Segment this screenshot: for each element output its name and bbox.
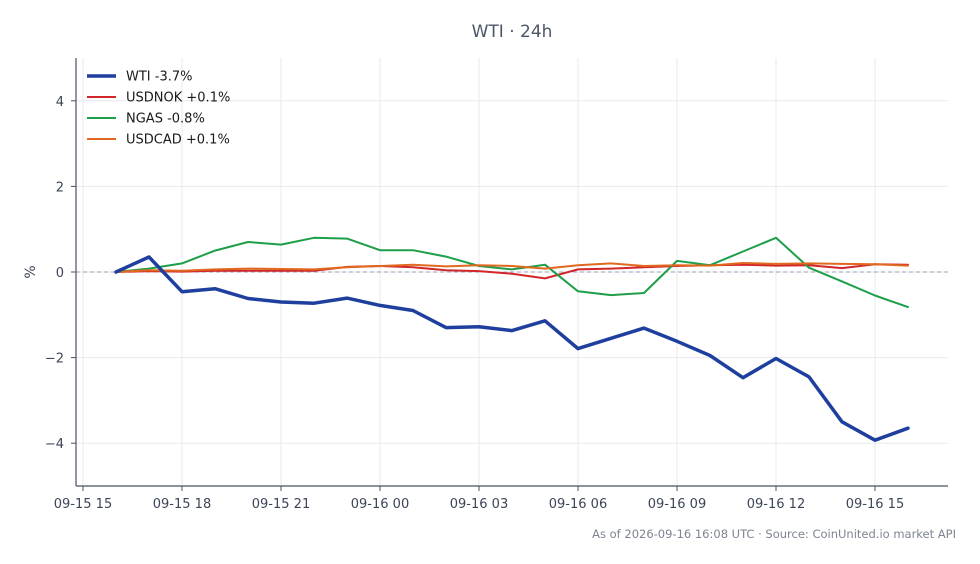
series-line-ngas (115, 236, 909, 309)
x-tick-label: 09-16 15 (846, 497, 904, 512)
series-lines (114, 236, 910, 442)
series-line-usdnok (115, 263, 909, 280)
series-line-wti (114, 255, 910, 442)
y-tick-label: 2 (56, 180, 64, 195)
x-tick-label: 09-16 03 (450, 497, 508, 512)
x-tick-label: 09-16 09 (648, 497, 706, 512)
legend: WTI -3.7% USDNOK +0.1% NGAS -0.8% USDCAD +0… (87, 70, 230, 148)
tick-labels: 09-15 15 09-15 18 09-15 21 09-16 00 09-16 03… (45, 95, 904, 512)
grid (76, 58, 948, 486)
x-tick-label: 09-15 18 (153, 497, 211, 512)
axes (71, 58, 948, 491)
x-tick-label: 09-15 21 (252, 497, 310, 512)
y-tick-label: −4 (45, 437, 64, 452)
legend-label-usdcad: USDCAD +0.1% (126, 133, 230, 148)
y-axis-label: % (23, 265, 39, 278)
chart-title: WTI · 24h (472, 22, 553, 42)
series-line-usdcad (115, 262, 909, 273)
x-tick-label: 09-16 06 (549, 497, 607, 512)
x-tick-label: 09-16 12 (747, 497, 805, 512)
y-tick-label: −2 (45, 352, 64, 367)
x-tick-label: 09-15 15 (54, 497, 112, 512)
y-tick-label: 4 (56, 95, 64, 110)
y-tick-label: 0 (56, 266, 64, 281)
legend-label-usdnok: USDNOK +0.1% (126, 91, 230, 106)
legend-label-wti: WTI -3.7% (126, 70, 192, 85)
legend-label-ngas: NGAS -0.8% (126, 112, 205, 127)
source-footer: As of 2026-09-16 16:08 UTC · Source: Coi… (592, 527, 956, 541)
x-tick-label: 09-16 00 (351, 497, 409, 512)
